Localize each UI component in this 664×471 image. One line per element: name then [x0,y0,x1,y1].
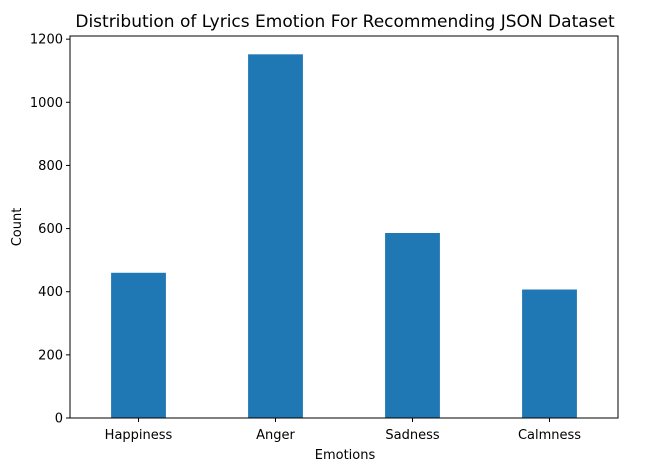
y-tick-label: 400 [38,285,63,300]
bar-anger [248,54,303,419]
y-tick-label: 1200 [30,33,63,48]
bars-group [111,54,577,419]
y-tick-label: 800 [38,159,63,174]
y-axis-ticks: 0 200 400 600 800 1000 1200 [30,33,70,427]
plot-frame [69,35,619,419]
x-axis-title: Emotions [315,448,376,463]
y-tick-label: 1000 [30,96,63,111]
x-axis-ticks: Happiness Anger Sadness Calmness [105,418,581,443]
y-tick-label: 600 [38,222,63,237]
x-tick-label: Sadness [385,428,439,443]
x-tick-label: Anger [256,428,295,443]
y-tick-label: 0 [55,412,63,427]
chart-title: Distribution of Lyrics Emotion For Recom… [75,12,615,32]
y-tick-label: 200 [38,348,63,363]
x-tick-label: Calmness [518,428,581,443]
x-tick-label: Happiness [105,428,173,443]
bar-happiness [111,272,166,418]
y-axis-title: Count [10,208,25,247]
bar-sadness [385,232,440,418]
bar-calmness [522,289,577,418]
